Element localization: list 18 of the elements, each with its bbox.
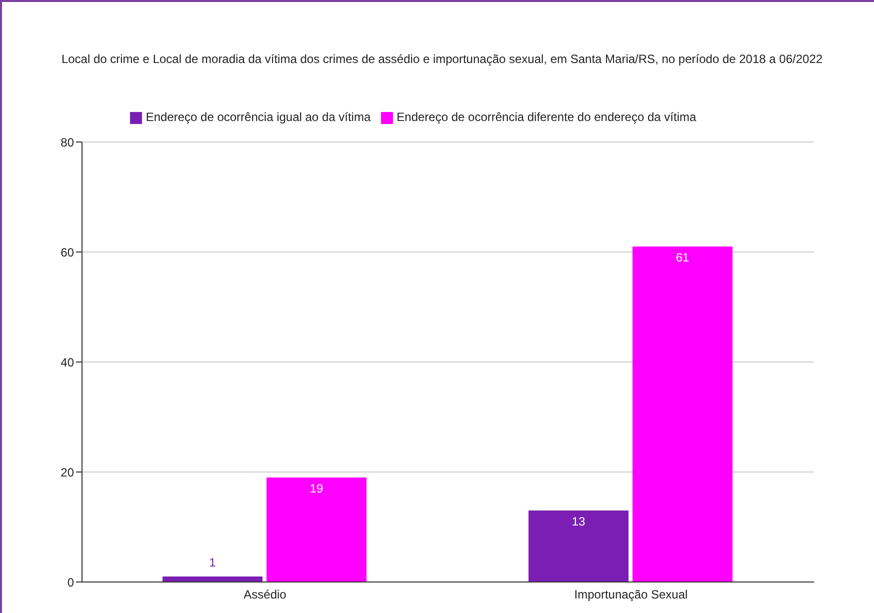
- y-tick-label: 80: [60, 135, 74, 150]
- legend-label: Endereço de ocorrência igual ao da vítima: [146, 110, 371, 124]
- bar: [162, 576, 263, 582]
- bar: [266, 478, 367, 582]
- y-tick-label: 0: [67, 575, 74, 590]
- data-label: 19: [310, 482, 324, 496]
- chart-title: Local do crime e Local de moradia da vítima dos crimes de assédio e importunação sexual, em Santa Maria/RS, no período de 2018 a 06/2022: [60, 52, 824, 66]
- data-label: 13: [572, 514, 586, 528]
- x-tick-label: Assédio: [244, 588, 287, 602]
- y-tick-label: 20: [60, 465, 74, 480]
- data-label: 1: [209, 556, 216, 570]
- x-tick-label: Importunação Sexual: [574, 588, 688, 602]
- legend-label: Endereço de ocorrência diferente do endereço da vítima: [396, 110, 696, 124]
- y-tick-label: 60: [60, 245, 74, 260]
- data-label: 61: [676, 250, 690, 264]
- y-tick-label: 40: [60, 355, 74, 370]
- bar: [528, 510, 629, 582]
- bar: [632, 246, 733, 582]
